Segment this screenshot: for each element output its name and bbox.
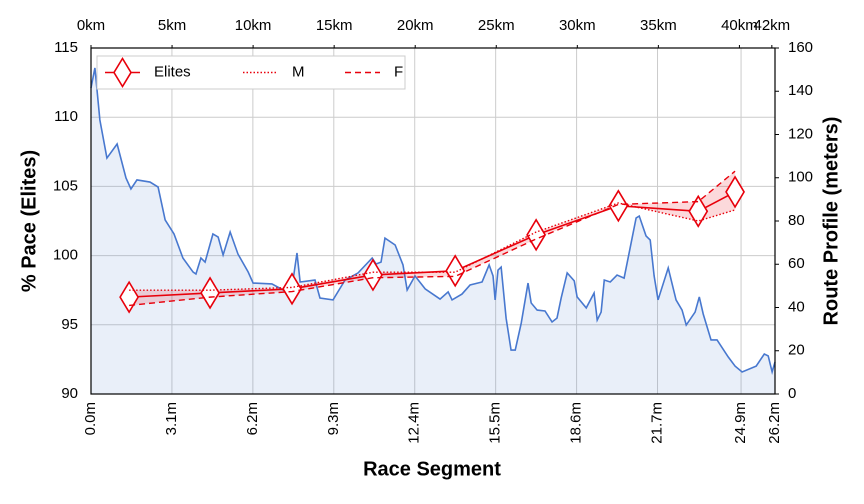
- plot-frame: [90, 47, 776, 395]
- legend: Elites M F: [96, 55, 406, 90]
- x2-tick-label: 35km: [640, 17, 677, 34]
- x2-tick-label: 10km: [235, 17, 272, 34]
- y-tick-label: 110: [54, 108, 78, 125]
- marker: [363, 258, 383, 292]
- x2-tick-label: 20km: [397, 17, 434, 34]
- x2-tick-label: 30km: [559, 17, 596, 34]
- x-tick-label: 3.1m: [163, 402, 180, 435]
- elevation-line: [90, 67, 776, 376]
- x-tick-label: 15.5m: [487, 402, 504, 444]
- x-tick-label: 9.3m: [325, 402, 342, 435]
- y2-tick-label: 160: [788, 39, 813, 56]
- x-tick-label: 12.4m: [406, 402, 423, 444]
- range-band: [129, 171, 736, 306]
- y-axis-title: % Pace (Elites): [18, 150, 40, 292]
- marker: [282, 272, 302, 306]
- elevation-area: [91, 67, 775, 395]
- y-tick-label: 95: [61, 316, 78, 333]
- y-tick-label: 115: [54, 39, 78, 56]
- x2-tick-label: 0km: [77, 17, 105, 34]
- x2-tick-label: 42km: [753, 17, 790, 34]
- marker: [445, 254, 466, 288]
- y2-tick-label: 20: [788, 342, 805, 359]
- legend-label: M: [292, 63, 305, 80]
- x-tick-label: 26.2m: [766, 402, 783, 444]
- y2-tick-label: 60: [788, 255, 805, 272]
- y2-tick-label: 40: [788, 298, 805, 315]
- x-tick-label: 18.6m: [568, 402, 585, 444]
- legend-label: F: [394, 63, 403, 80]
- y-tick-label: 100: [53, 247, 78, 264]
- x2-tick-label: 15km: [316, 17, 353, 34]
- y2-tick-label: 100: [788, 169, 813, 186]
- x-tick-label: 21.7m: [648, 402, 665, 444]
- marker: [526, 218, 547, 252]
- y2-tick-label: 0: [788, 385, 796, 402]
- marker: [200, 276, 220, 310]
- y-tick-label: 90: [61, 385, 78, 402]
- plot: [90, 67, 776, 395]
- x-tick-label: 0.0m: [82, 402, 99, 435]
- x-tick-label: 6.2m: [244, 402, 261, 435]
- y2-axis-title: Route Profile (meters): [820, 117, 842, 326]
- marker: [725, 175, 745, 209]
- legend-label: Elites: [154, 63, 191, 80]
- x2-tick-label: 25km: [478, 17, 515, 34]
- x-axis-title: Race Segment: [363, 458, 501, 480]
- y2-tick-label: 140: [788, 82, 813, 99]
- marker: [688, 194, 709, 228]
- legend-marker: [113, 56, 132, 89]
- x-tick-label: 24.9m: [732, 402, 749, 444]
- y2-tick-label: 120: [788, 125, 813, 142]
- x2-tick-label: 5km: [158, 17, 186, 34]
- y2-tick-label: 80: [788, 212, 805, 229]
- y-tick-label: 105: [53, 177, 78, 194]
- x2-tick-label: 40km: [721, 17, 758, 34]
- marker: [608, 189, 629, 223]
